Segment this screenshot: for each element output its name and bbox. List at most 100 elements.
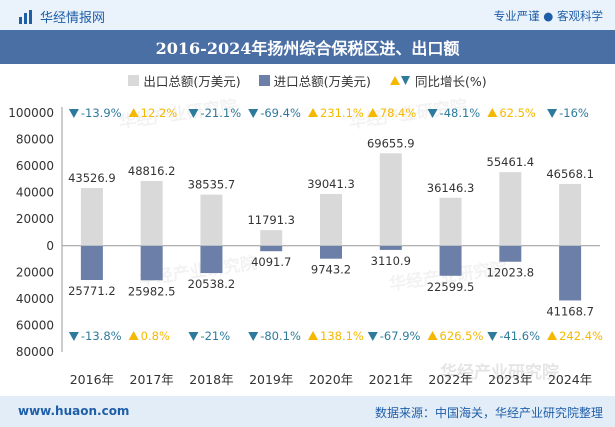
import-value-label: 4091.7 — [251, 255, 291, 269]
export-growth-up-icon — [487, 108, 498, 117]
y-tick-label: 60000 — [16, 318, 54, 332]
export-growth-down-icon — [547, 109, 558, 118]
brand[interactable]: 华经情报网 — [18, 7, 105, 26]
import-growth-up-icon — [308, 331, 318, 340]
y-tick-label: 80000 — [16, 133, 54, 147]
brand-name: 华经情报网 — [40, 11, 106, 26]
import-value-label: 9743.2 — [311, 263, 351, 277]
export-growth-down-icon — [248, 109, 259, 118]
import-growth-down-icon — [68, 332, 79, 341]
export-growth-label: 231.1% — [320, 106, 364, 120]
export-bar — [80, 187, 103, 246]
import-growth-label: 0.8% — [141, 329, 170, 343]
export-growth-label: 78.4% — [380, 106, 417, 120]
y-tick-label: 60000 — [16, 159, 54, 173]
legend-item-export[interactable]: 出口总额(万美元) — [128, 71, 241, 90]
legend-item-growth[interactable]: 同比增长(%) — [389, 71, 487, 90]
y-tick-label: 80000 — [16, 345, 54, 359]
legend-label-import: 进口总额(万美元) — [273, 73, 371, 89]
export-growth-down-icon — [68, 109, 79, 118]
import-value-label: 25982.5 — [128, 284, 176, 298]
import-growth-label: -80.1% — [260, 329, 301, 343]
export-growth-label: 62.5% — [499, 106, 536, 120]
brand-logo-icon — [19, 9, 32, 24]
legend-item-import[interactable]: 进口总额(万美元) — [258, 71, 371, 90]
export-bar — [140, 180, 163, 246]
import-bar — [260, 245, 283, 252]
export-value-label: 48816.2 — [128, 164, 176, 178]
watermark-text: 华经产业研究院 — [440, 362, 559, 383]
footer-bar: www.huaon.com 数据来源：中国海关，华经产业研究院整理 — [0, 396, 615, 427]
y-tick-label: 0 — [46, 239, 54, 253]
import-bar — [200, 245, 223, 274]
import-growth-up-icon — [547, 331, 558, 340]
export-growth-label: -16% — [559, 106, 589, 120]
import-growth-label: -13.8% — [81, 329, 122, 343]
x-category-label: 2022年 — [428, 372, 472, 387]
import-growth-label: 138.1% — [320, 329, 364, 343]
tagline: 专业严谨 ● 客观科学 — [493, 9, 603, 23]
export-bar — [320, 193, 342, 246]
x-category-label: 2020年 — [309, 372, 353, 387]
import-growth-label: -21% — [200, 329, 230, 343]
x-category-label: 2024年 — [548, 372, 592, 387]
import-value-label: 20538.2 — [188, 277, 236, 291]
x-category-label: 2023年 — [488, 372, 532, 387]
legend-label-export: 出口总额(万美元) — [143, 73, 241, 89]
export-value-label: 69655.9 — [367, 136, 415, 150]
import-bar — [559, 245, 582, 301]
chart-title: 2016-2024年扬州综合保税区进、出口额 — [155, 39, 460, 58]
import-growth-down-icon — [188, 332, 199, 341]
legend-label-growth: 同比增长(%) — [414, 73, 487, 89]
export-value-label: 38535.7 — [188, 178, 236, 192]
export-growth-label: -21.1% — [200, 106, 241, 120]
export-bar — [200, 194, 223, 246]
export-growth-up-icon — [128, 108, 139, 117]
import-growth-up-icon — [427, 331, 438, 340]
x-category-label: 2021年 — [369, 372, 413, 387]
import-growth-label: 242.4% — [559, 329, 603, 343]
import-value-label: 3110.9 — [371, 254, 411, 268]
export-bar — [379, 153, 402, 246]
import-bar — [80, 245, 103, 280]
import-bar — [379, 245, 402, 250]
export-growth-up-icon — [367, 108, 378, 117]
export-bar — [439, 197, 462, 246]
y-tick-label: 100000 — [8, 106, 54, 120]
top-bar: 华经情报网 专业严谨 ● 客观科学 — [0, 0, 615, 30]
y-tick-label: 20000 — [16, 265, 54, 279]
import-value-label: 25771.2 — [68, 284, 116, 298]
export-bar — [260, 230, 283, 246]
export-growth-up-icon — [308, 108, 318, 117]
import-value-label: 22599.5 — [427, 280, 475, 294]
import-growth-down-icon — [248, 332, 259, 341]
legend-growth-arrows-icon — [389, 76, 410, 85]
footer-source: 数据来源：中国海关，华经产业研究院整理 — [374, 406, 603, 420]
legend-swatch-export — [128, 74, 140, 86]
y-tick-label: 20000 — [16, 212, 54, 226]
import-growth-label: 626.5% — [440, 329, 484, 343]
export-bar — [499, 172, 522, 246]
export-growth-down-icon — [188, 109, 199, 118]
import-growth-label: -67.9% — [380, 329, 421, 343]
import-growth-down-icon — [367, 332, 378, 341]
legend-swatch-import — [258, 74, 270, 86]
export-value-label: 43526.9 — [68, 171, 116, 185]
export-value-label: 36146.3 — [427, 181, 475, 195]
import-bar — [439, 245, 462, 276]
import-bar — [499, 245, 522, 262]
export-growth-label: 12.2% — [141, 106, 178, 120]
export-value-label: 39041.3 — [307, 177, 355, 191]
y-tick-label: 40000 — [16, 292, 54, 306]
export-growth-down-icon — [427, 109, 438, 118]
footer-website[interactable]: www.huaon.com — [18, 404, 130, 418]
import-value-label: 12023.8 — [487, 266, 535, 280]
export-growth-label: -69.4% — [260, 106, 301, 120]
x-category-label: 2018年 — [189, 372, 233, 387]
chart-legend: 出口总额(万美元) 进口总额(万美元) 同比增长(%) — [0, 70, 615, 90]
export-value-label: 46568.1 — [546, 167, 594, 181]
x-category-label: 2019年 — [249, 372, 293, 387]
import-growth-label: -41.6% — [499, 329, 540, 343]
export-value-label: 55461.4 — [487, 155, 535, 169]
